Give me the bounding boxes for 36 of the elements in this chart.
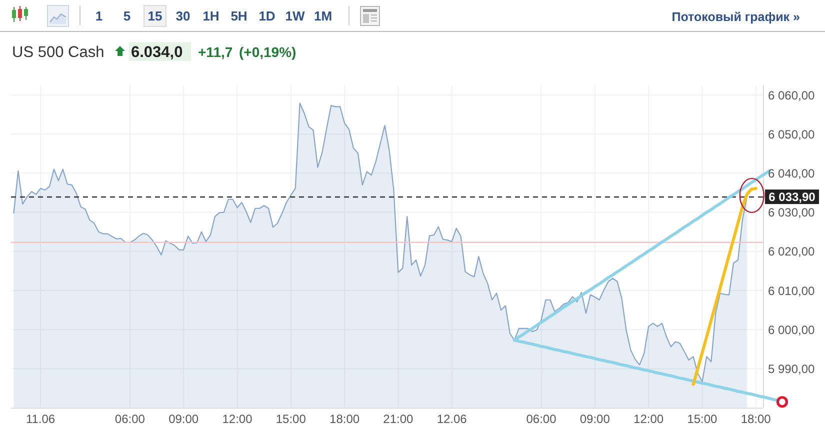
x-tick-label: 18:00 <box>740 412 772 426</box>
text: 1 <box>95 8 103 24</box>
x-tick-label: 09:00 <box>580 412 610 426</box>
x-tick-label: 15:00 <box>276 412 306 426</box>
text: +11,7 <box>198 44 233 60</box>
text: 5H <box>230 8 248 24</box>
x-tick-label: 11.06 <box>26 412 56 426</box>
ref-line-label: 6 033,90 <box>768 190 816 204</box>
x-tick-label: 06:00 <box>526 412 557 426</box>
text: 6.034,0 <box>131 44 183 61</box>
text: 1H <box>202 8 220 24</box>
text: 1M <box>314 8 332 24</box>
y-tick-label: 6 050,00 <box>768 127 816 142</box>
text: 5 <box>123 8 131 24</box>
y-tick-label: 6 030,00 <box>768 206 816 220</box>
x-tick-label: 09:00 <box>168 412 199 426</box>
y-tick-label: 6 010,00 <box>768 284 816 298</box>
x-tick-label: 18:00 <box>330 412 360 426</box>
x-tick-label: 12.06 <box>436 412 468 426</box>
y-tick-label: 6 040,00 <box>768 166 816 180</box>
x-tick-label: 06:00 <box>114 412 146 426</box>
x-tick-label: 15:00 <box>687 412 718 426</box>
text: 30 <box>176 8 190 24</box>
y-tick-label: 6 060,00 <box>768 88 816 102</box>
text: 1W <box>285 8 306 24</box>
x-tick-label: 12:00 <box>222 412 253 426</box>
y-tick-label: 6 020,00 <box>768 244 816 259</box>
x-tick-label: 12:00 <box>634 412 664 426</box>
x-tick-label: 21:00 <box>383 412 414 426</box>
y-tick-label: 6 000,00 <box>768 322 816 337</box>
chart-title: US 500 Cash <box>12 44 104 61</box>
text: 1D <box>258 8 276 24</box>
text: Потоковый график » <box>672 10 800 24</box>
text: (+0,19%) <box>239 44 296 60</box>
y-tick-label: 5 990,00 <box>768 362 816 376</box>
text: 15 <box>148 8 162 24</box>
